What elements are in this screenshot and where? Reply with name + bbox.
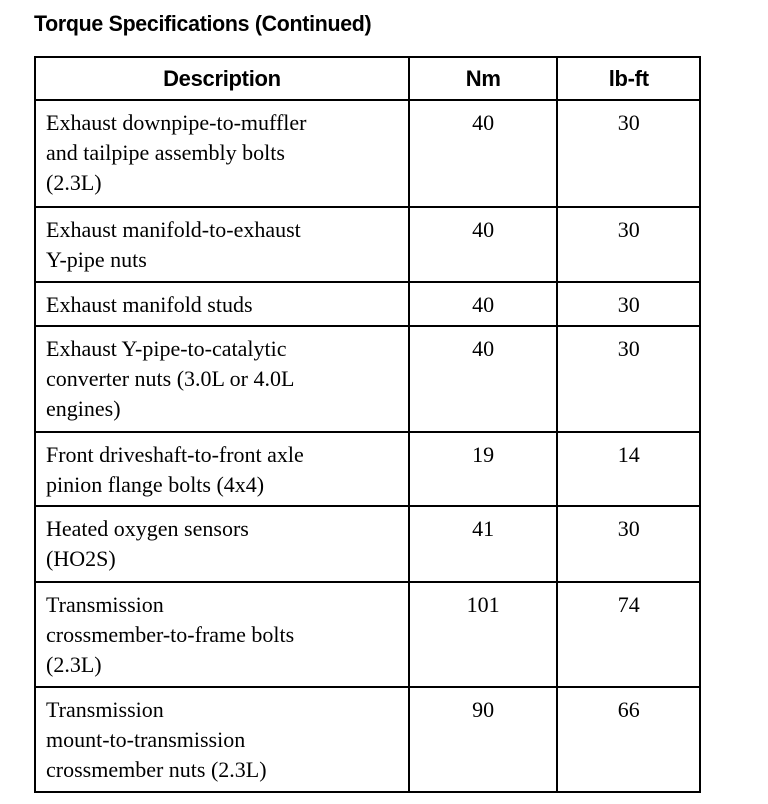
description-line: crossmember nuts (2.3L) — [46, 757, 267, 782]
description-line: Exhaust downpipe-to-muffler — [46, 110, 307, 135]
header-description: Description — [34, 56, 410, 101]
lbft-cell: 14 — [556, 431, 701, 507]
lbft-cell: 30 — [556, 325, 701, 433]
nm-cell: 41 — [407, 505, 559, 583]
nm-cell: 40 — [407, 99, 559, 208]
description-cell: Exhaust manifold studs — [34, 281, 410, 327]
lbft-cell: 74 — [556, 581, 701, 688]
description-cell: Heated oxygen sensors (HO2S) — [34, 505, 410, 583]
page-title: Torque Specifications (Continued) — [34, 11, 372, 36]
description-line: crossmember-to-frame bolts — [46, 622, 295, 647]
header-lbft: lb-ft — [556, 56, 701, 101]
table-row: Transmission mount-to-transmission crossme… — [34, 686, 701, 793]
nm-cell: 40 — [407, 325, 559, 433]
nm-cell: 40 — [407, 206, 559, 283]
description-line: Front driveshaft-to-front axle — [46, 442, 304, 467]
description-cell: Front driveshaft-to-front axle pinion fla… — [34, 431, 410, 507]
description-line: Transmission — [46, 592, 164, 617]
torque-spec-table: Description Nm lb-ft Exhaust downpipe-to… — [34, 56, 701, 793]
nm-cell: 19 — [407, 431, 559, 507]
nm-cell: 101 — [407, 581, 559, 688]
description-line: (2.3L) — [46, 170, 102, 195]
description-line: Transmission — [46, 697, 164, 722]
description-line: pinion flange bolts (4x4) — [46, 472, 265, 497]
description-line: (2.3L) — [46, 652, 102, 677]
table-row: Exhaust manifold-to-exhaust Y-pipe nuts 40… — [34, 206, 701, 283]
description-line: Exhaust manifold studs — [46, 292, 253, 317]
nm-cell: 40 — [407, 281, 559, 327]
lbft-cell: 30 — [556, 505, 701, 583]
description-line: (HO2S) — [46, 546, 116, 571]
description-line: Y-pipe nuts — [46, 247, 147, 272]
description-line: and tailpipe assembly bolts — [46, 140, 285, 165]
nm-cell: 90 — [407, 686, 559, 793]
lbft-cell: 30 — [556, 281, 701, 327]
table-row: Front driveshaft-to-front axle pinion fla… — [34, 431, 701, 507]
description-cell: Exhaust manifold-to-exhaust Y-pipe nuts — [34, 206, 410, 283]
table-row: Exhaust downpipe-to-muffler and tailpipe … — [34, 99, 701, 208]
description-cell: Transmission crossmember-to-frame bolts (2… — [34, 581, 410, 688]
table-row: Transmission crossmember-to-frame bolts (2… — [34, 581, 701, 688]
header-row: Description Nm lb-ft — [34, 56, 701, 101]
description-line: Heated oxygen sensors — [46, 516, 249, 541]
description-line: engines) — [46, 396, 121, 421]
header-nm: Nm — [407, 56, 559, 101]
lbft-cell: 30 — [556, 206, 701, 283]
lbft-cell: 30 — [556, 99, 701, 208]
description-cell: Exhaust Y-pipe-to-catalytic converter nut… — [34, 325, 410, 433]
description-cell: Transmission mount-to-transmission crossme… — [34, 686, 410, 793]
description-line: Exhaust manifold-to-exhaust — [46, 217, 301, 242]
description-cell: Exhaust downpipe-to-muffler and tailpipe … — [34, 99, 410, 208]
description-line: mount-to-transmission — [46, 727, 246, 752]
description-line: converter nuts (3.0L or 4.0L — [46, 366, 295, 391]
lbft-cell: 66 — [556, 686, 701, 793]
table-row: Exhaust Y-pipe-to-catalytic converter nut… — [34, 325, 701, 433]
description-line: Exhaust Y-pipe-to-catalytic — [46, 336, 287, 361]
table-row: Exhaust manifold studs 40 30 — [34, 281, 701, 327]
table-row: Heated oxygen sensors (HO2S) 41 30 — [34, 505, 701, 583]
